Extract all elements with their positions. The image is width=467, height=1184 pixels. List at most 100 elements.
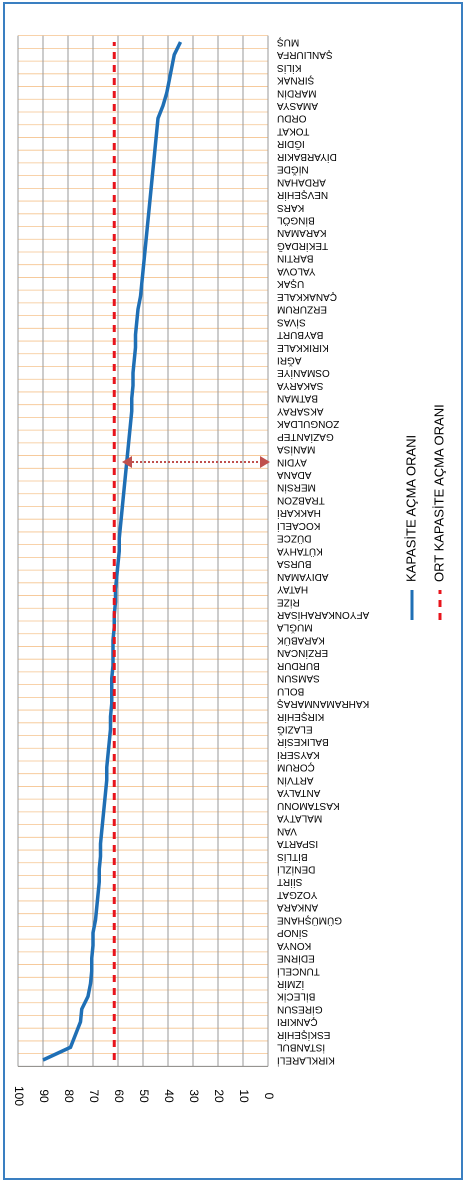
x-tick-label: TEKİRDAĞ: [277, 240, 328, 253]
y-tick-label: 80: [62, 1089, 76, 1103]
x-tick-label: BURSA: [277, 558, 312, 569]
y-tick-label: 90: [37, 1089, 51, 1103]
x-tick-label: KAHRAMANMARAŞ: [277, 698, 370, 709]
series-line: [42, 41, 183, 1062]
x-tick-label: DÜZCE: [277, 533, 312, 545]
x-tick-label: KARABÜK: [277, 634, 325, 646]
arrow-head: [260, 456, 270, 468]
x-tick-label: GÜMÜŞHANE: [277, 914, 342, 926]
x-tick-label: EDİRNE: [277, 953, 315, 966]
chart-body: 0 10 20 30 40 50 60 70 80 90 100 KIRKLARELİİSTANBUL…: [12, 35, 446, 1106]
x-tick-label: SAMSUN: [277, 673, 320, 684]
y-tick-label: 0: [262, 1093, 276, 1100]
x-tick-label: İZMİR: [277, 978, 304, 991]
x-tick-label: HAKKARİ: [277, 507, 321, 520]
x-tick-label: YALOVA: [277, 265, 316, 276]
x-tick-label: IĞDIR: [277, 138, 305, 151]
x-tick-label: ÇORUM: [277, 762, 315, 773]
annotation-arrow: [122, 456, 270, 468]
x-tick-label: BİLECİK: [277, 991, 316, 1004]
x-tick-label: VAN: [277, 825, 297, 836]
x-tick-label: KARAMAN: [277, 227, 326, 238]
x-tick-label: DİYARBAKIR: [277, 151, 337, 164]
x-tick-label: MALATYA: [277, 813, 323, 824]
x-tick-label: ADANA: [277, 469, 312, 480]
x-tick-label: SİVAS: [277, 316, 306, 329]
x-tick-label: ZONGULDAK: [277, 418, 340, 429]
x-tick-label: ORDU: [277, 113, 306, 124]
x-tick-label: MARDİN: [277, 87, 316, 100]
x-tick-label: TRABZON: [277, 494, 325, 505]
x-tick-label: OSMANİYE: [277, 367, 330, 380]
x-tick-label: BAYBURT: [277, 329, 323, 340]
x-tick-label: ARDAHAN: [277, 176, 326, 187]
x-tick-label: AYDIN: [277, 456, 307, 467]
x-tick-label: KONYA: [277, 940, 312, 951]
x-tick-label: NEVŞEHİR: [277, 189, 328, 202]
x-tick-label: KIRKLARELİ: [277, 1054, 335, 1067]
x-tick-label: SİNOP: [277, 927, 308, 940]
x-tick-label: GİRESUN: [277, 1003, 323, 1016]
x-tick-label: AFYONKARAHİSAR: [277, 609, 369, 622]
x-tick-label: ŞIRNAK: [277, 75, 315, 86]
x-tick-label: BALIKESİR: [277, 736, 329, 749]
x-tick-label: YOZGAT: [277, 889, 317, 900]
x-tick-label: TOKAT: [277, 125, 309, 136]
x-tick-label: KIRIKKALE: [277, 342, 329, 353]
x-tick-label: İSTANBUL: [277, 1042, 326, 1055]
x-tick-label: TUNCELİ: [277, 965, 320, 978]
x-tick-label: ANTALYA: [277, 787, 321, 798]
x-tick-label: KOCAELİ: [277, 520, 320, 533]
x-tick-label: ÇANAKKALE: [277, 291, 337, 302]
x-tick-label: MERSİN: [277, 482, 316, 495]
x-tick-label: GAZİANTEP: [277, 431, 334, 444]
legend-label: ORT KAPASİTE AÇMA ORANI: [431, 404, 446, 582]
x-tick-label: ŞANLIURFA: [277, 49, 333, 60]
x-tick-label: DENİZLİ: [277, 863, 315, 876]
x-tick-label: BARTIN: [277, 253, 314, 264]
x-tick-label: AĞRI: [277, 354, 301, 367]
x-tick-label: ARTVİN: [277, 774, 314, 787]
x-tick-label: MUĞLA: [277, 622, 313, 635]
x-tick-label: KİLİS: [277, 62, 302, 75]
legend-label: KAPASİTE AÇMA ORANI: [403, 435, 418, 582]
arrow-head: [122, 456, 132, 468]
y-tick-label: 60: [112, 1089, 126, 1103]
x-tick-label: KARS: [277, 202, 305, 213]
x-tick-label: ISPARTA: [277, 838, 318, 849]
x-tick-label: KÜTAHYA: [277, 545, 323, 557]
x-tick-label: KAYSERİ: [277, 749, 320, 762]
x-tick-label: BURDUR: [277, 660, 320, 671]
x-tick-label: ERZURUM: [277, 304, 327, 315]
x-tick-label: HATAY: [277, 584, 308, 595]
x-tick-label: MANİSA: [277, 444, 316, 457]
y-tick-label: 30: [187, 1089, 201, 1103]
x-tick-label: AKSARAY: [277, 405, 324, 416]
x-tick-label: BİNGÖL: [277, 215, 315, 228]
y-tick-label: 70: [87, 1089, 101, 1103]
x-tick-label: BATMAN: [277, 393, 318, 404]
y-tick-label: 100: [12, 1086, 26, 1106]
x-tick-label: RİZE: [277, 596, 300, 609]
x-tick-label: ERZİNCAN: [277, 647, 328, 660]
x-tick-label: SAKARYA: [277, 380, 324, 391]
x-tick-label: BİTLİS: [277, 851, 308, 864]
x-tick-label: ANKARA: [277, 902, 318, 913]
x-tick-label: ESKİŞEHİR: [277, 1029, 330, 1042]
x-tick-label: KASTAMONU: [277, 800, 340, 811]
y-tick-label: 50: [137, 1089, 151, 1103]
x-tick-label: ÇANKIRI: [277, 1016, 318, 1027]
y-tick-label: 10: [237, 1089, 251, 1103]
frame: [3, 2, 463, 1180]
x-tick-label: UŞAK: [277, 278, 305, 289]
y-tick-label: 40: [162, 1089, 176, 1103]
x-tick-label: SİİRT: [277, 876, 302, 889]
x-tick-label: BOLU: [277, 685, 304, 696]
x-tick-label: MUŞ: [277, 36, 300, 47]
x-tick-label: ELAZIĞ: [277, 724, 313, 737]
x-tick-label: AMASYA: [277, 100, 318, 111]
x-tick-label: KIRŞEHİR: [277, 711, 324, 724]
x-tick-label: NİĞDE: [277, 164, 309, 177]
